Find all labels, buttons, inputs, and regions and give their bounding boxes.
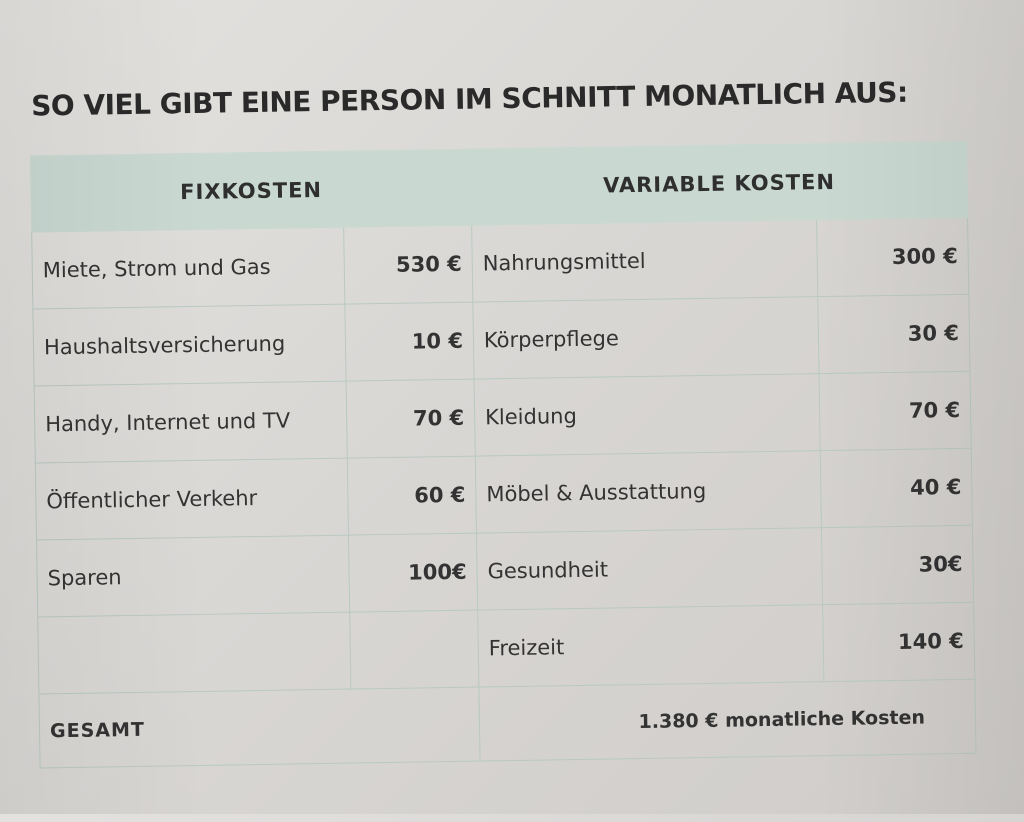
fixed-cost-label: Haushaltsversicherung [32, 304, 347, 387]
header-fixed-costs: FIXKOSTEN [30, 149, 472, 233]
table-row: Haushaltsversicherung 10 € Körperpflege … [32, 294, 971, 387]
fixed-cost-amount: 10 € [344, 302, 475, 382]
fixed-cost-label: Sparen [36, 535, 350, 617]
fixed-cost-amount: 530 € [343, 225, 473, 305]
variable-cost-label: Möbel & Ausstattung [475, 450, 822, 534]
fixed-cost-label: Öffentlicher Verkehr [35, 458, 349, 540]
fixed-cost-label: Handy, Internet und TV [34, 381, 348, 463]
variable-cost-label: Nahrungsmittel [471, 219, 818, 303]
fixed-cost-amount: 60 € [347, 456, 477, 536]
fixed-cost-label: Miete, Strom und Gas [31, 227, 345, 310]
variable-cost-label: Kleidung [474, 373, 821, 457]
variable-cost-label: Freizeit [477, 604, 824, 688]
table-row: Sparen 100€ Gesundheit 30€ [36, 525, 974, 617]
variable-cost-amount: 40 € [820, 448, 973, 528]
fixed-cost-amount [349, 610, 479, 690]
fixed-cost-label [37, 612, 351, 694]
total-value: 1.380 € monatliche Kosten [478, 679, 977, 762]
table-header-row: FIXKOSTEN VARIABLE KOSTEN [30, 141, 968, 233]
variable-cost-label: Gesundheit [476, 527, 823, 611]
variable-cost-amount: 30€ [821, 525, 974, 605]
variable-cost-amount: 140 € [822, 602, 975, 682]
variable-cost-amount: 70 € [819, 371, 972, 451]
cost-table: FIXKOSTEN VARIABLE KOSTEN Miete, Strom u… [30, 141, 977, 769]
variable-cost-label: Körperpflege [472, 296, 820, 380]
variable-cost-amount: 30 € [817, 294, 971, 374]
variable-cost-amount: 300 € [816, 217, 969, 297]
table-row: Handy, Internet und TV 70 € Kleidung 70 … [34, 371, 972, 463]
total-row: GESAMT 1.380 € monatliche Kosten [38, 679, 977, 768]
header-variable-costs: VARIABLE KOSTEN [470, 141, 968, 226]
table-row: Miete, Strom und Gas 530 € Nahrungsmitte… [31, 217, 969, 310]
table-row: Öffentlicher Verkehr 60 € Möbel & Aussta… [35, 448, 973, 540]
fixed-cost-amount: 100€ [348, 533, 478, 613]
total-label: GESAMT [38, 687, 481, 768]
table-row: Freizeit 140 € [37, 602, 975, 694]
fixed-cost-amount: 70 € [346, 379, 476, 459]
page-title: SO VIEL GIBT EINE PERSON IM SCHNITT MONA… [30, 75, 908, 123]
